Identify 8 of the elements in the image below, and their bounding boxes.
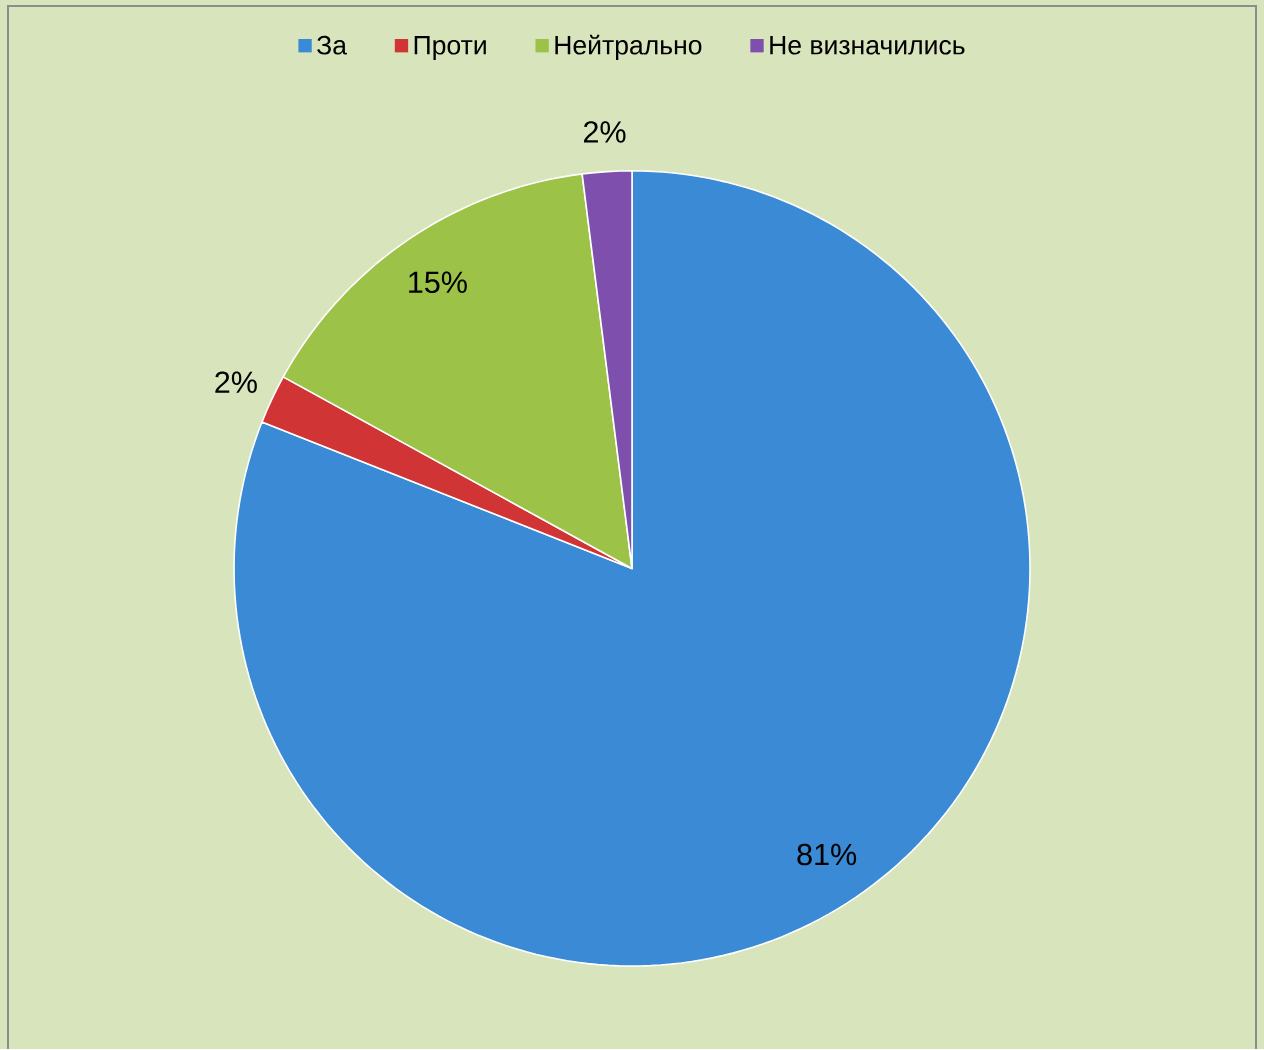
data-label: 81% <box>797 843 857 866</box>
legend-label: Не визначились <box>770 36 965 55</box>
legend-label: Проти <box>414 36 486 60</box>
legend-label: Нейтрально <box>555 34 702 60</box>
data-label: 15% <box>409 271 467 294</box>
data-label: 2% <box>215 371 257 393</box>
data-label: 2% <box>583 121 626 143</box>
legend-label: За <box>317 35 347 55</box>
